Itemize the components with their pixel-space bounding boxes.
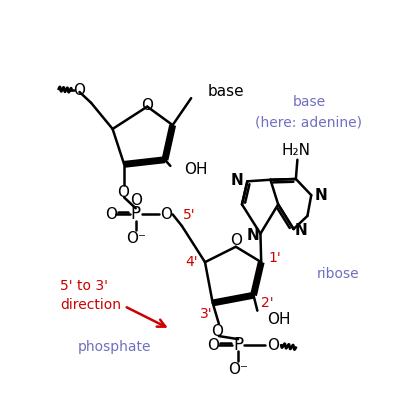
Text: P: P [131, 205, 141, 223]
Text: O: O [267, 338, 279, 353]
Text: 2': 2' [261, 296, 274, 310]
Text: O: O [141, 98, 153, 113]
Text: P: P [233, 336, 243, 354]
Text: O: O [230, 233, 242, 248]
Text: O: O [160, 207, 172, 222]
Text: OH: OH [267, 312, 291, 328]
Text: O: O [117, 185, 129, 200]
Text: 1': 1' [269, 250, 282, 265]
Text: O⁻: O⁻ [228, 362, 248, 377]
Text: N: N [295, 223, 308, 238]
Text: N: N [246, 228, 259, 243]
Text: phosphate: phosphate [78, 340, 151, 354]
Text: N: N [314, 188, 327, 203]
Text: 3': 3' [200, 307, 213, 321]
Text: N: N [231, 173, 244, 188]
Text: 4': 4' [185, 255, 198, 269]
Text: O: O [105, 207, 117, 222]
Text: ribose: ribose [317, 267, 359, 281]
Text: 5': 5' [183, 208, 196, 222]
Text: O⁻: O⁻ [126, 231, 146, 246]
Text: OH: OH [184, 162, 208, 177]
Text: 5' to 3'
direction: 5' to 3' direction [60, 278, 121, 312]
Text: base
(here: adenine): base (here: adenine) [256, 94, 362, 129]
Text: H₂N: H₂N [281, 143, 310, 158]
Text: O: O [211, 324, 223, 339]
Text: O: O [130, 193, 142, 208]
Text: base: base [208, 84, 245, 100]
Text: O: O [208, 338, 220, 353]
Text: O: O [74, 83, 86, 98]
